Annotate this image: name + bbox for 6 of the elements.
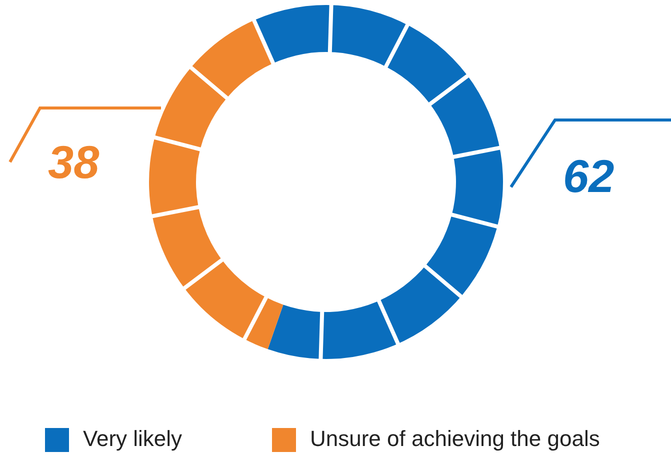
data-label: 38 bbox=[48, 136, 100, 188]
donut-slice bbox=[254, 5, 503, 359]
donut-slice bbox=[149, 20, 284, 350]
legend-label: Very likely bbox=[83, 426, 182, 451]
legend-label: Unsure of achieving the goals bbox=[310, 426, 600, 451]
data-label: 62 bbox=[563, 150, 615, 202]
